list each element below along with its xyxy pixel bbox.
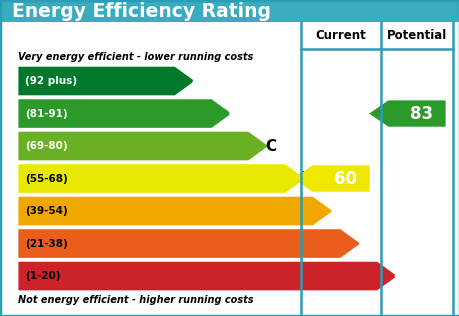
Text: (39-54): (39-54) [25,206,68,216]
Text: (69-80): (69-80) [25,141,68,151]
Text: D: D [300,171,313,186]
Polygon shape [18,99,231,128]
Text: Not energy efficient - higher running costs: Not energy efficient - higher running co… [18,295,253,305]
Text: 83: 83 [409,105,432,123]
Text: (55-68): (55-68) [25,173,68,184]
Text: (92 plus): (92 plus) [25,76,77,86]
Polygon shape [18,197,332,225]
Polygon shape [18,262,396,290]
Polygon shape [369,100,445,127]
Polygon shape [18,67,194,95]
Text: F: F [357,236,367,251]
Polygon shape [18,132,268,160]
Text: A: A [190,74,202,88]
Text: (81-91): (81-91) [25,108,68,118]
Text: Very energy efficient - lower running costs: Very energy efficient - lower running co… [18,52,253,62]
Text: Current: Current [315,29,366,42]
Polygon shape [293,165,369,192]
Text: (21-38): (21-38) [25,239,68,249]
Text: B: B [227,106,239,121]
Text: 60: 60 [334,170,357,187]
Polygon shape [18,229,359,258]
Bar [0,0,459,22]
Text: Potential: Potential [386,29,446,42]
Polygon shape [18,164,304,193]
Text: G: G [392,269,405,283]
Text: C: C [264,138,275,154]
Text: E: E [329,204,339,219]
Text: (1-20): (1-20) [25,271,61,281]
Text: Energy Efficiency Rating: Energy Efficiency Rating [11,2,270,21]
